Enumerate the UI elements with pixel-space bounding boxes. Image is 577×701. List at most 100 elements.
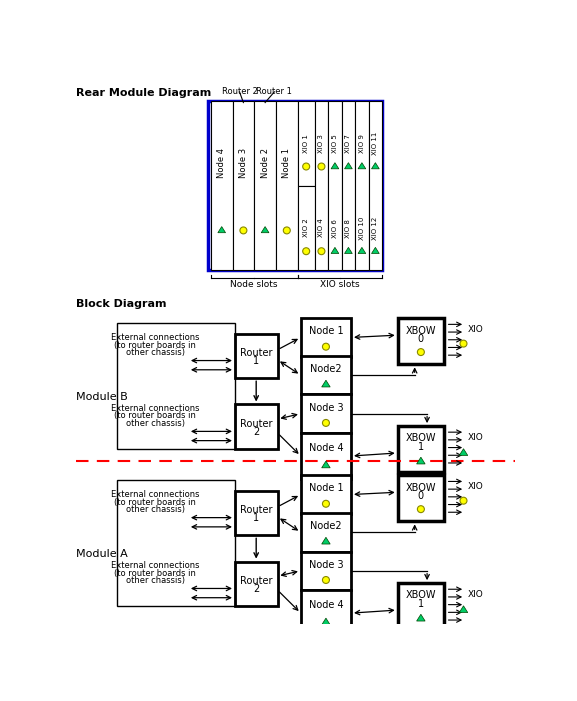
Circle shape [323,501,329,508]
Text: XIO 4: XIO 4 [319,219,324,238]
Polygon shape [459,606,468,613]
Bar [117,480,235,606]
Text: Router: Router [240,576,272,586]
Text: XIO 8: XIO 8 [346,219,351,238]
Bar [301,475,351,514]
Text: External connections: External connections [111,561,200,570]
Polygon shape [358,247,366,254]
Text: Block Diagram: Block Diagram [76,299,167,308]
Text: XIO 1: XIO 1 [303,134,309,153]
Circle shape [417,505,424,512]
Circle shape [240,227,247,234]
Bar [328,101,342,271]
Text: other chassis): other chassis) [126,505,185,515]
Circle shape [323,576,329,583]
Text: XIO 12: XIO 12 [372,217,379,240]
Text: Node 3: Node 3 [309,402,343,412]
Text: 1: 1 [418,442,424,451]
Bar [235,334,278,379]
Text: XBOW: XBOW [406,325,436,336]
Text: XIO: XIO [467,482,483,491]
Circle shape [323,419,329,426]
Bar [398,475,444,522]
Polygon shape [321,380,330,387]
Polygon shape [321,461,330,468]
Bar [314,101,328,271]
Polygon shape [218,226,226,233]
Circle shape [323,343,329,350]
Bar [117,323,235,449]
Text: Module A: Module A [76,549,128,559]
Text: Router: Router [240,505,272,515]
Text: Node2: Node2 [310,364,342,374]
Polygon shape [321,537,330,544]
Text: Node 1: Node 1 [282,148,291,177]
Text: XIO 6: XIO 6 [332,219,338,238]
Text: (to router boards in: (to router boards in [114,341,196,350]
Bar [369,101,382,271]
Circle shape [303,163,310,170]
Text: (to router boards in: (to router boards in [114,411,196,421]
Text: 0: 0 [418,491,424,501]
Text: External connections: External connections [111,404,200,413]
Text: Node 3: Node 3 [309,559,343,570]
Bar [276,101,298,271]
Text: 2: 2 [253,584,259,594]
Text: External connections: External connections [111,333,200,342]
Circle shape [318,163,325,170]
Text: Node 4: Node 4 [309,443,343,454]
Circle shape [460,340,467,347]
Text: XIO 7: XIO 7 [346,134,351,153]
Bar [211,101,233,271]
Polygon shape [344,247,353,254]
Bar [301,318,351,357]
Polygon shape [321,618,330,625]
Bar [208,101,382,271]
Bar [301,590,351,637]
Bar [398,318,444,365]
Text: XIO 3: XIO 3 [319,134,324,153]
Text: Node 4: Node 4 [217,148,226,177]
Text: other chassis): other chassis) [126,419,185,428]
Polygon shape [261,226,269,233]
Polygon shape [344,163,353,169]
Bar [301,395,351,433]
Polygon shape [459,449,468,456]
Bar [301,513,351,552]
Text: Rear Module Diagram: Rear Module Diagram [76,88,211,98]
Text: Node 4: Node 4 [309,601,343,611]
Bar [235,491,278,536]
Text: External connections: External connections [111,490,200,499]
Text: Node 3: Node 3 [239,148,248,178]
Bar [301,356,351,395]
Text: XIO: XIO [467,325,483,334]
Text: XIO 2: XIO 2 [303,219,309,238]
Circle shape [303,247,310,254]
Text: other chassis): other chassis) [126,348,185,358]
Text: XBOW: XBOW [406,590,436,600]
Text: XBOW: XBOW [406,433,436,443]
Text: Router: Router [240,418,272,429]
Text: XIO: XIO [467,590,483,599]
Text: 1: 1 [253,356,259,367]
Text: 2: 2 [253,427,259,437]
Bar [233,101,254,271]
Bar [235,562,278,606]
Text: Node 1: Node 1 [309,484,343,494]
Text: Module B: Module B [76,392,128,402]
Bar [301,552,351,590]
Polygon shape [331,247,339,254]
Text: (to router boards in: (to router boards in [114,569,196,578]
Text: Router 2: Router 2 [222,88,257,96]
Text: Node2: Node2 [310,521,342,531]
Text: (to router boards in: (to router boards in [114,498,196,507]
Text: other chassis): other chassis) [126,576,185,585]
Text: XIO: XIO [467,433,483,442]
Polygon shape [417,457,425,464]
Polygon shape [417,614,425,621]
Text: 0: 0 [418,334,424,344]
Bar [398,583,444,629]
Bar [398,426,444,472]
Text: XIO 5: XIO 5 [332,134,338,153]
Circle shape [417,348,424,355]
